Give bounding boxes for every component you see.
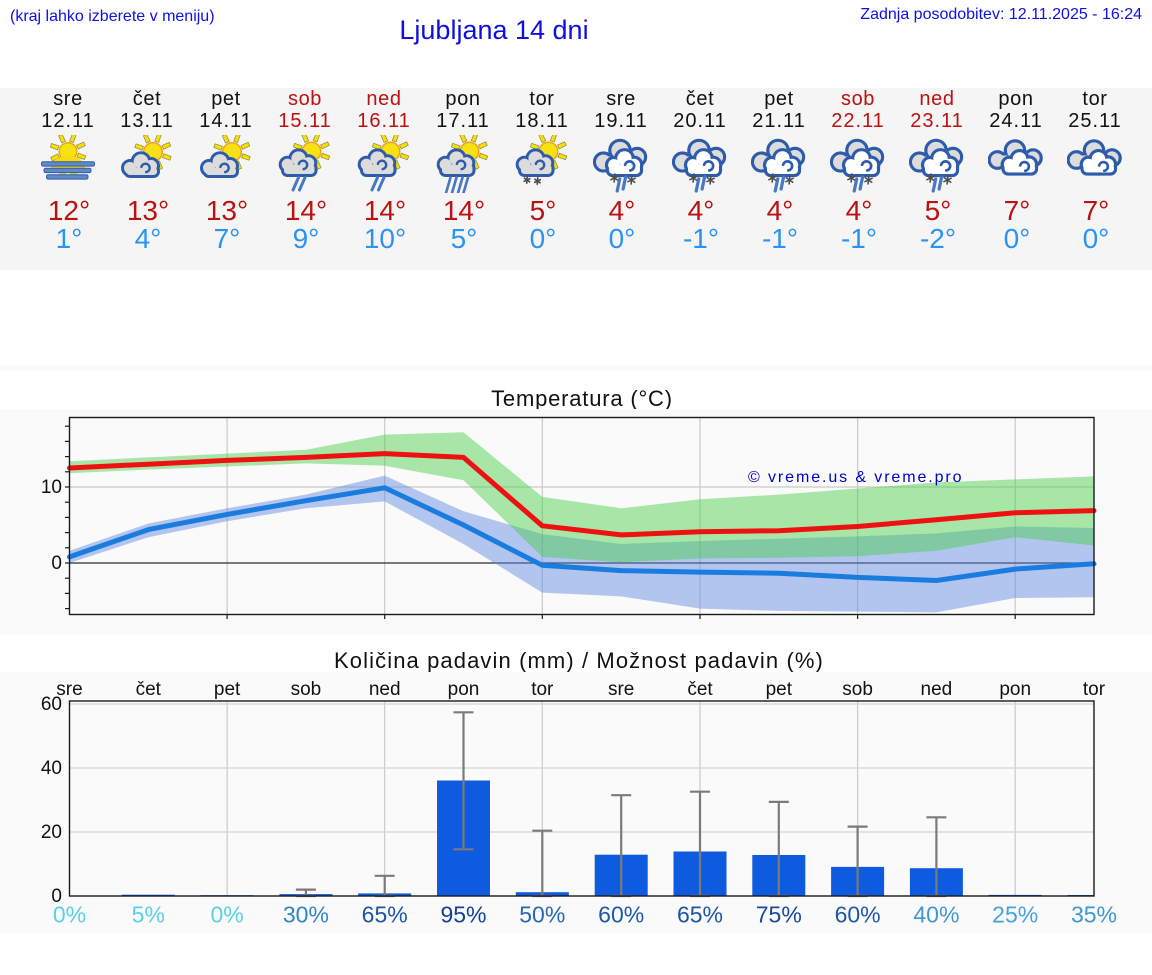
svg-text:sre: sre	[608, 679, 634, 700]
svg-text:0%: 0%	[210, 902, 243, 928]
svg-text:čet: čet	[687, 679, 713, 700]
svg-text:30%: 30%	[283, 902, 329, 928]
svg-text:50%: 50%	[519, 902, 565, 928]
svg-text:sob: sob	[291, 679, 322, 700]
svg-text:20: 20	[41, 822, 62, 843]
svg-text:60: 60	[41, 694, 62, 715]
svg-text:5%: 5%	[132, 902, 165, 928]
svg-text:60%: 60%	[835, 902, 881, 928]
svg-text:pon: pon	[999, 679, 1031, 700]
svg-text:pon: pon	[448, 679, 480, 700]
svg-text:65%: 65%	[362, 902, 408, 928]
svg-text:tor: tor	[1083, 679, 1106, 700]
svg-text:75%: 75%	[756, 902, 802, 928]
svg-text:ned: ned	[921, 679, 953, 700]
svg-text:pet: pet	[214, 679, 241, 700]
svg-text:10: 10	[41, 477, 62, 498]
svg-text:35%: 35%	[1071, 902, 1117, 928]
svg-text:25%: 25%	[992, 902, 1038, 928]
svg-text:0%: 0%	[53, 902, 86, 928]
svg-text:tor: tor	[531, 679, 554, 700]
svg-text:sob: sob	[842, 679, 873, 700]
svg-text:65%: 65%	[677, 902, 723, 928]
svg-text:ned: ned	[369, 679, 401, 700]
svg-text:pet: pet	[766, 679, 793, 700]
svg-text:0: 0	[51, 553, 62, 574]
svg-text:40%: 40%	[913, 902, 959, 928]
svg-text:0: 0	[51, 886, 62, 907]
svg-text:40: 40	[41, 758, 62, 779]
svg-text:60%: 60%	[598, 902, 644, 928]
svg-text:95%: 95%	[440, 902, 486, 928]
svg-text:sre: sre	[56, 679, 82, 700]
svg-text:čet: čet	[136, 679, 162, 700]
